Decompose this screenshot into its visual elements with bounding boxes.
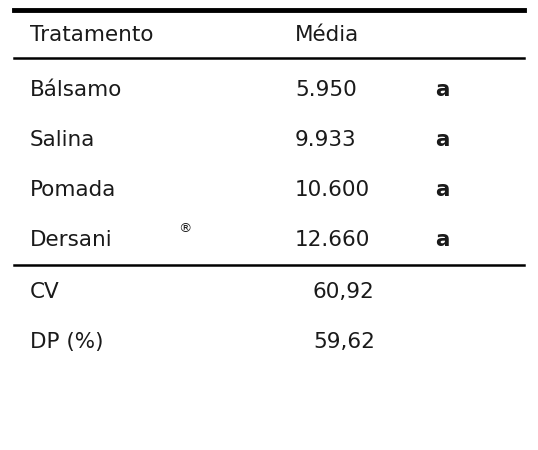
Text: a: a — [435, 80, 450, 100]
Text: DP (%): DP (%) — [30, 332, 103, 352]
Text: 5.950: 5.950 — [295, 80, 357, 100]
Text: Salina: Salina — [30, 130, 95, 150]
Text: 59,62: 59,62 — [313, 332, 375, 352]
Text: Pomada: Pomada — [30, 180, 116, 200]
Text: Bálsamo: Bálsamo — [30, 80, 122, 100]
Text: a: a — [435, 180, 450, 200]
Text: Média: Média — [295, 25, 359, 45]
Text: Tratamento: Tratamento — [30, 25, 153, 45]
Text: a: a — [435, 130, 450, 150]
Text: 12.660: 12.660 — [295, 230, 370, 250]
Text: CV: CV — [30, 282, 60, 302]
Text: Dersani: Dersani — [30, 230, 112, 250]
Text: ®: ® — [178, 222, 192, 235]
Text: 60,92: 60,92 — [313, 282, 375, 302]
Text: 9.933: 9.933 — [295, 130, 357, 150]
Text: 10.600: 10.600 — [295, 180, 370, 200]
Text: a: a — [435, 230, 450, 250]
